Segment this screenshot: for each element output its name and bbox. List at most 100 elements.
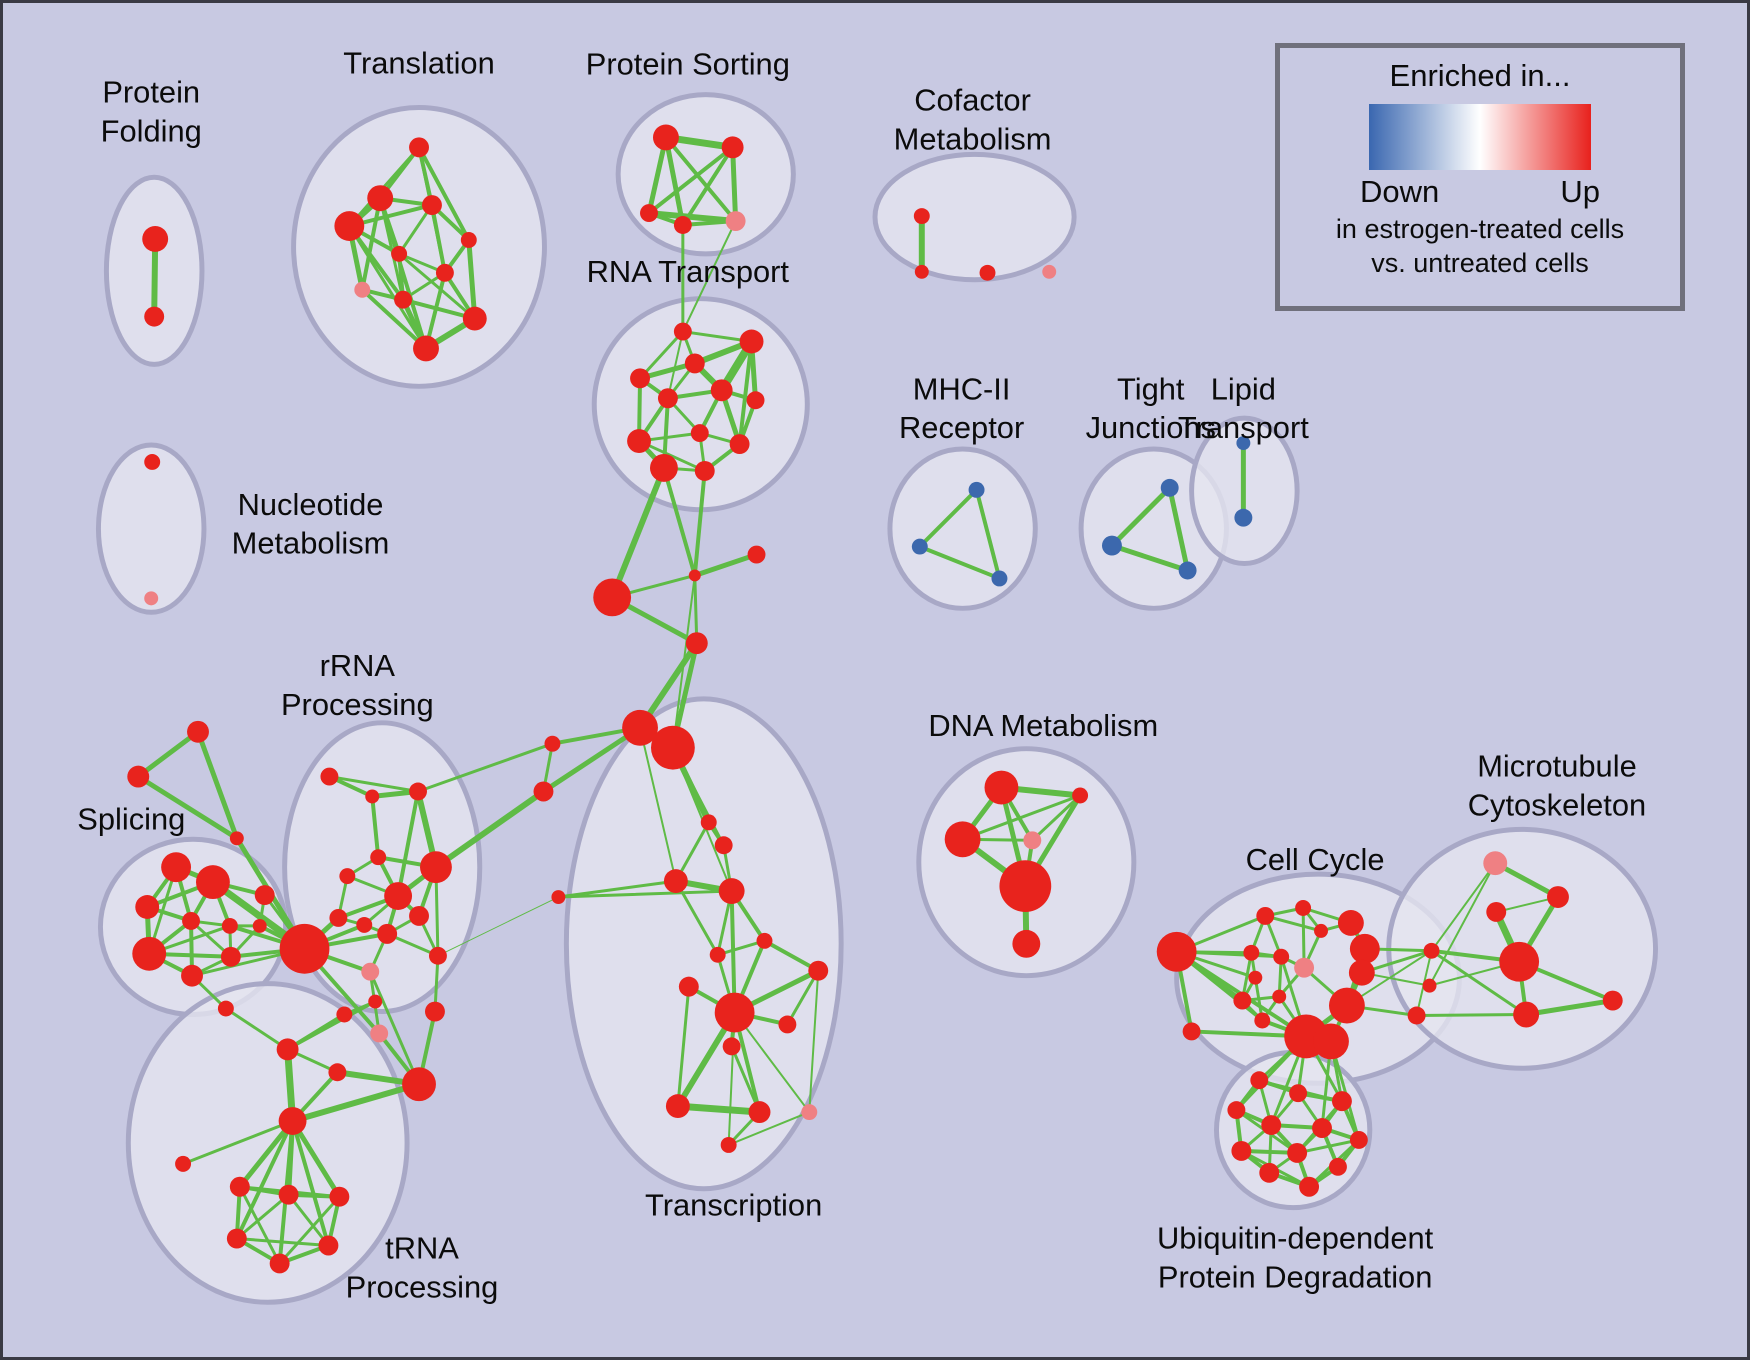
node-75[interactable] — [318, 1235, 339, 1256]
node-105[interactable] — [999, 860, 1052, 912]
node-73[interactable] — [329, 1186, 350, 1207]
node-14[interactable] — [721, 136, 744, 159]
node-136[interactable] — [1331, 1091, 1352, 1112]
node-32[interactable] — [649, 454, 678, 482]
node-6[interactable] — [460, 231, 477, 248]
node-12[interactable] — [413, 335, 439, 362]
node-78[interactable] — [328, 1063, 347, 1082]
node-74[interactable] — [226, 1228, 247, 1249]
node-135[interactable] — [1289, 1084, 1308, 1103]
node-141[interactable] — [1287, 1142, 1308, 1163]
node-111[interactable] — [1337, 909, 1364, 936]
node-33[interactable] — [694, 460, 715, 481]
node-144[interactable] — [1328, 1157, 1347, 1176]
node-93[interactable] — [678, 976, 699, 997]
node-124[interactable] — [1313, 1023, 1349, 1060]
node-25[interactable] — [630, 368, 650, 389]
node-61[interactable] — [384, 882, 413, 910]
node-11[interactable] — [462, 306, 487, 331]
node-60[interactable] — [420, 851, 452, 884]
node-127[interactable] — [1486, 902, 1507, 922]
node-35[interactable] — [688, 569, 701, 582]
node-137[interactable] — [1227, 1101, 1246, 1120]
node-83[interactable] — [368, 994, 383, 1009]
node-119[interactable] — [1272, 989, 1287, 1004]
node-154[interactable] — [144, 454, 161, 470]
node-43[interactable] — [127, 765, 150, 788]
node-103[interactable] — [944, 821, 981, 858]
node-116[interactable] — [1349, 933, 1380, 964]
node-38[interactable] — [622, 709, 658, 746]
node-77[interactable] — [276, 1038, 299, 1061]
node-37[interactable] — [685, 632, 708, 655]
node-54[interactable] — [254, 885, 275, 906]
node-88[interactable] — [718, 878, 745, 905]
node-39[interactable] — [650, 725, 695, 770]
node-62[interactable] — [409, 905, 429, 926]
node-85[interactable] — [700, 814, 717, 831]
node-52[interactable] — [181, 964, 203, 987]
node-132[interactable] — [1513, 1001, 1540, 1028]
node-70[interactable] — [175, 1155, 192, 1172]
node-42[interactable] — [187, 720, 209, 743]
node-92[interactable] — [808, 960, 829, 981]
node-80[interactable] — [370, 1024, 389, 1043]
node-87[interactable] — [663, 869, 688, 894]
node-125[interactable] — [1483, 851, 1508, 876]
node-84[interactable] — [424, 1001, 445, 1022]
node-34[interactable] — [747, 545, 766, 564]
node-120[interactable] — [1254, 1012, 1271, 1029]
node-146[interactable] — [968, 481, 985, 498]
node-48[interactable] — [182, 911, 200, 930]
node-10[interactable] — [394, 290, 413, 309]
node-149[interactable] — [1160, 478, 1179, 497]
node-22[interactable] — [673, 322, 692, 341]
node-18[interactable] — [913, 208, 930, 225]
node-17[interactable] — [725, 211, 746, 231]
node-44[interactable] — [229, 831, 244, 846]
node-27[interactable] — [657, 388, 678, 409]
node-65[interactable] — [377, 923, 398, 944]
node-72[interactable] — [278, 1184, 299, 1205]
node-150[interactable] — [1101, 535, 1122, 556]
node-140[interactable] — [1231, 1140, 1252, 1161]
node-9[interactable] — [354, 281, 371, 298]
node-2[interactable] — [409, 137, 429, 158]
node-49[interactable] — [221, 917, 238, 934]
node-151[interactable] — [1178, 561, 1197, 580]
node-46[interactable] — [196, 865, 230, 900]
node-40[interactable] — [544, 735, 561, 752]
node-89[interactable] — [551, 890, 566, 905]
node-8[interactable] — [435, 263, 454, 282]
node-148[interactable] — [991, 570, 1008, 587]
node-138[interactable] — [1261, 1115, 1282, 1135]
node-81[interactable] — [217, 1000, 234, 1017]
node-41[interactable] — [533, 781, 554, 802]
node-23[interactable] — [739, 329, 764, 354]
node-53[interactable] — [252, 918, 267, 933]
node-112[interactable] — [1243, 944, 1260, 961]
node-57[interactable] — [409, 782, 427, 801]
node-76[interactable] — [269, 1253, 290, 1274]
node-69[interactable] — [278, 1107, 307, 1135]
node-59[interactable] — [339, 868, 356, 885]
node-104[interactable] — [1023, 831, 1042, 850]
node-5[interactable] — [334, 211, 365, 241]
node-145[interactable] — [1299, 1176, 1320, 1197]
node-0[interactable] — [142, 226, 169, 252]
node-133[interactable] — [1602, 990, 1623, 1011]
node-55[interactable] — [320, 767, 339, 786]
node-45[interactable] — [161, 852, 192, 883]
node-91[interactable] — [756, 932, 773, 949]
node-47[interactable] — [135, 895, 160, 919]
node-66[interactable] — [279, 923, 330, 974]
node-98[interactable] — [748, 1101, 771, 1124]
node-79[interactable] — [402, 1067, 436, 1102]
node-110[interactable] — [1314, 923, 1328, 938]
node-90[interactable] — [709, 946, 726, 963]
node-126[interactable] — [1547, 886, 1569, 908]
node-94[interactable] — [714, 992, 755, 1033]
node-26[interactable] — [710, 379, 733, 402]
node-36[interactable] — [593, 578, 632, 617]
node-114[interactable] — [1294, 957, 1315, 978]
